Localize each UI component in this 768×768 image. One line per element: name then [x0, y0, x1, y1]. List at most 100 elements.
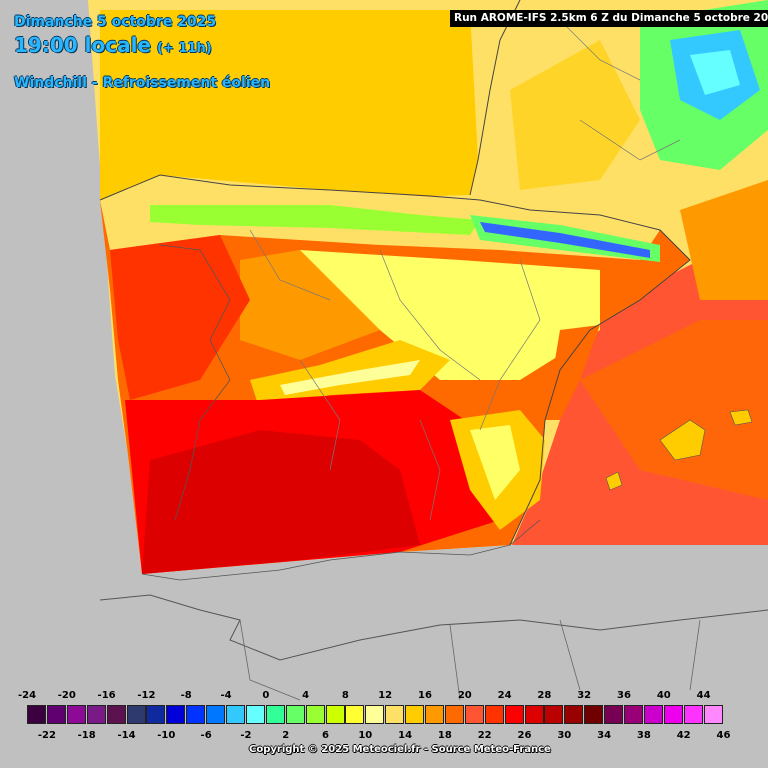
gulf-of-lion-warm [680, 180, 768, 300]
legend-swatch [106, 705, 126, 724]
legend-swatch [245, 705, 265, 724]
bay-of-biscay [100, 10, 478, 200]
forecast-date: Dimanche 5 octobre 2025 [14, 14, 217, 30]
legend-bottom-label: 10 [358, 730, 373, 741]
legend-swatch [564, 705, 584, 724]
portugal-border [159, 244, 231, 521]
legend-swatch [305, 705, 325, 724]
france-inland-warm [510, 40, 640, 190]
legend-swatch [86, 705, 106, 724]
legend-swatch [265, 705, 285, 724]
legend-bottom-label: 34 [597, 730, 612, 741]
central-plateau-warm [240, 250, 380, 360]
legend-top-label: 44 [696, 690, 711, 701]
legend-swatch [166, 705, 186, 724]
legend-swatch [624, 705, 643, 724]
portugal-hot [110, 235, 250, 400]
legend-swatch [604, 705, 624, 724]
legend-swatch [345, 705, 365, 724]
sistema-central-cool [280, 360, 420, 395]
legend-swatch [544, 705, 564, 724]
legend-top-label: -12 [137, 690, 156, 701]
legend-bottom-label: 30 [557, 730, 572, 741]
legend-bottom-label: 46 [716, 730, 731, 741]
legend-bottom-label: -6 [200, 730, 212, 741]
cantabrian-mountains [150, 205, 480, 235]
legend-bottom-label: 6 [322, 730, 329, 741]
model-run-label: Run AROME-IFS 2.5km 6 Z du Dimanche 5 oc… [450, 10, 768, 27]
mallorca [659, 419, 706, 461]
forecast-offset: (+ 11h) [157, 41, 212, 56]
legend-bottom-label: 38 [636, 730, 651, 741]
legend-swatch [444, 705, 464, 724]
legend-bottom-label: -10 [157, 730, 176, 741]
legend-swatch [206, 705, 226, 724]
legend-top-label: 40 [656, 690, 671, 701]
copyright-text: Copyright © 2025 Meteociel.fr - Source M… [249, 744, 551, 755]
legend-swatch [146, 705, 166, 724]
parameter-title: Windchill - Refroissement éolien [14, 75, 271, 91]
legend-swatch [126, 705, 146, 724]
iberian-system-mild [300, 250, 600, 380]
legend-swatch [663, 705, 683, 724]
forecast-time: 19:00 locale (+ 11h) [14, 33, 212, 57]
legend-bottom-label: 14 [398, 730, 413, 741]
legend-swatch [703, 705, 723, 724]
legend-swatch [584, 705, 604, 724]
ibiza [605, 471, 623, 491]
legend-swatch [425, 705, 444, 724]
legend-top-label: 28 [537, 690, 552, 701]
legend-top-label: 0 [262, 690, 270, 701]
legend-bottom-label: 26 [517, 730, 532, 741]
legend-top-label: -24 [17, 690, 37, 701]
legend-swatch [464, 705, 484, 724]
forecast-time-value: 19:00 locale [14, 33, 151, 57]
spain-south-coast [141, 519, 541, 581]
legend-top-label: 36 [617, 690, 631, 701]
color-scale-legend: -24 -20 -16 -12 -8 -4 0 4 8 12 16 20 24 28 32 36 40 44 -22… [0, 686, 768, 768]
region-borders [249, 19, 681, 521]
legend-swatch [405, 705, 425, 724]
legend-swatch [66, 705, 86, 724]
legend-bottom-label: 18 [437, 730, 452, 741]
alps-cyan [690, 50, 740, 95]
legend-swatch [27, 705, 46, 724]
north-africa-coastline [99, 594, 768, 661]
legend-top-label: 32 [577, 690, 592, 701]
pyrenees-cold [480, 222, 650, 258]
legend-top-label: -20 [57, 690, 76, 701]
legend-top-label: 20 [457, 690, 472, 701]
legend-top-label: -8 [180, 690, 192, 701]
legend-bottom-label: 42 [676, 730, 691, 741]
valencia-coast [545, 325, 600, 420]
legend-bottom-label: 22 [477, 730, 492, 741]
mediterranean-warm [580, 320, 768, 500]
legend-bottom-label: -14 [117, 730, 136, 741]
morocco-borders [239, 619, 701, 701]
iberia-coastline [99, 174, 691, 546]
legend-swatch [285, 705, 305, 724]
guadalquivir-very-hot [142, 430, 420, 574]
legend-swatch [226, 705, 245, 724]
legend-top-label: 24 [497, 690, 512, 701]
menorca [729, 409, 753, 426]
legend-bottom-label: -22 [37, 730, 56, 741]
legend-swatch [524, 705, 544, 724]
legend-bottom-label: -18 [77, 730, 96, 741]
legend-swatch [46, 705, 66, 724]
betic-cool [470, 425, 520, 500]
legend-bottom-label: 2 [282, 730, 290, 741]
legend-top-label: 8 [341, 690, 349, 701]
legend-swatch [504, 705, 524, 724]
legend-swatch [385, 705, 405, 724]
legend-swatch [365, 705, 385, 724]
legend-swatch [186, 705, 206, 724]
legend-top-label: 12 [378, 690, 393, 701]
legend-swatch [325, 705, 345, 724]
legend-top-label: -16 [97, 690, 116, 701]
legend-swatch [484, 705, 504, 724]
legend-top-label: -4 [220, 690, 232, 701]
legend-swatch [643, 705, 663, 724]
legend-top-label: 4 [302, 690, 310, 701]
